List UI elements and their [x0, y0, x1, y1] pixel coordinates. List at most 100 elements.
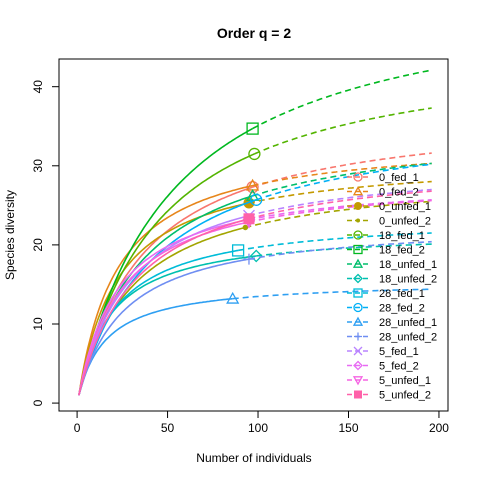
y-tick-label: 40: [31, 80, 45, 94]
interpolated-line: [78, 184, 253, 396]
legend-item: 28_fed_1: [347, 288, 425, 300]
y-axis: 0 10 20 30 40: [31, 80, 60, 406]
legend-item: 5_unfed_1: [347, 375, 431, 387]
series-marker: [249, 249, 263, 263]
plot-area: [78, 69, 432, 396]
legend-item: 5_unfed_2: [347, 390, 431, 402]
legend-label: 18_unfed_2: [379, 274, 437, 286]
legend-label: 18_fed_1: [379, 230, 425, 242]
extrapolated-line: [237, 232, 432, 252]
legend-marker: [353, 244, 363, 255]
legend-marker: [352, 376, 364, 386]
legend-label: 5_fed_1: [379, 346, 419, 358]
interpolated-line: [78, 153, 255, 396]
legend-label: 0_unfed_1: [379, 201, 431, 213]
extrapolated-line: [248, 240, 432, 260]
legend-item: 18_unfed_2: [347, 274, 437, 286]
y-tick-label: 20: [31, 238, 45, 252]
extrapolated-line: [232, 288, 432, 300]
legend-item: 0_unfed_2: [347, 216, 431, 228]
legend-item: 0_fed_1: [347, 172, 419, 184]
series-5_unfed_2: [78, 190, 432, 396]
legend: 0_fed_1 0_fed_2 0_unfed_1 0_unfed_2 18_fed_1…: [347, 172, 437, 402]
extrapolated-line: [248, 180, 432, 204]
legend-marker: [354, 332, 362, 341]
legend-item: 18_unfed_1: [347, 258, 437, 271]
x-tick-label: 100: [248, 421, 268, 435]
extrapolated-line: [252, 69, 432, 130]
y-tick-label: 10: [31, 317, 45, 331]
interpolated-line: [78, 297, 233, 396]
legend-label: 5_unfed_1: [379, 375, 431, 387]
series-18_fed_1: [78, 107, 432, 396]
legend-item: 28_fed_2: [347, 303, 425, 315]
legend-item: 0_unfed_1: [347, 201, 431, 213]
legend-marker: [354, 390, 362, 399]
legend-item: 28_unfed_2: [347, 332, 437, 344]
chart-title: Order q = 2: [217, 25, 292, 41]
series-marker: [243, 213, 255, 225]
extrapolated-line: [248, 190, 432, 220]
series-marker: [242, 224, 249, 231]
legend-label: 5_fed_2: [379, 361, 419, 373]
legend-marker: [352, 258, 364, 268]
legend-label: 28_unfed_1: [379, 317, 437, 329]
series-marker: [231, 244, 245, 257]
extrapolated-line: [252, 162, 432, 187]
extrapolated-line: [248, 199, 432, 221]
x-axis: 0 50 100 150 200: [74, 410, 449, 435]
x-tick-label: 50: [161, 421, 175, 435]
series-28_unfed_1: [78, 288, 432, 396]
legend-marker: [352, 316, 364, 326]
interpolated-line: [78, 202, 250, 396]
x-tick-label: 200: [429, 421, 449, 435]
extrapolated-line: [255, 163, 432, 201]
legend-label: 28_fed_2: [379, 303, 425, 315]
extrapolated-line: [252, 162, 432, 197]
legend-marker: [353, 346, 363, 356]
x-tick-label: 0: [74, 421, 81, 435]
legend-item: 18_fed_2: [347, 245, 425, 257]
series-marker: [243, 253, 255, 265]
extrapolated-line: [248, 188, 432, 217]
legend-marker: [356, 218, 360, 223]
legend-marker: [353, 360, 363, 371]
legend-label: 28_fed_1: [379, 288, 425, 300]
x-tick-label: 150: [338, 421, 358, 435]
series-marker: [250, 193, 263, 206]
series-marker: [246, 122, 259, 135]
legend-label: 18_fed_2: [379, 245, 425, 257]
y-axis-label: Species diversity: [3, 190, 17, 280]
legend-item: 5_fed_2: [347, 361, 419, 373]
legend-marker: [353, 302, 363, 313]
legend-marker: [353, 172, 363, 182]
legend-item: 18_fed_1: [347, 230, 425, 242]
interpolated-line: [78, 218, 250, 396]
interpolated-line: [78, 214, 250, 396]
extrapolated-line: [248, 199, 432, 223]
extrapolated-line: [245, 200, 432, 229]
legend-marker: [352, 186, 364, 196]
series-28_unfed_2: [78, 240, 432, 396]
legend-label: 0_unfed_2: [379, 216, 431, 228]
interpolated-line: [78, 218, 250, 396]
y-tick-label: 0: [31, 399, 45, 406]
legend-marker: [354, 202, 362, 210]
legend-marker: [353, 273, 363, 284]
extrapolated-line: [252, 152, 432, 188]
legend-marker: [353, 230, 363, 240]
legend-marker: [353, 288, 363, 298]
legend-item: 5_fed_1: [347, 346, 419, 358]
legend-label: 0_fed_2: [379, 187, 419, 199]
series-marker: [226, 291, 240, 304]
extrapolated-line: [254, 107, 432, 155]
legend-item: 28_unfed_1: [347, 316, 437, 329]
y-tick-label: 30: [31, 159, 45, 173]
legend-label: 28_unfed_2: [379, 332, 437, 344]
x-axis-label: Number of individuals: [196, 451, 311, 465]
interpolated-line: [78, 127, 253, 396]
legend-label: 5_unfed_2: [379, 390, 431, 402]
series-18_fed_2: [78, 69, 432, 396]
interpolated-line: [78, 258, 250, 396]
